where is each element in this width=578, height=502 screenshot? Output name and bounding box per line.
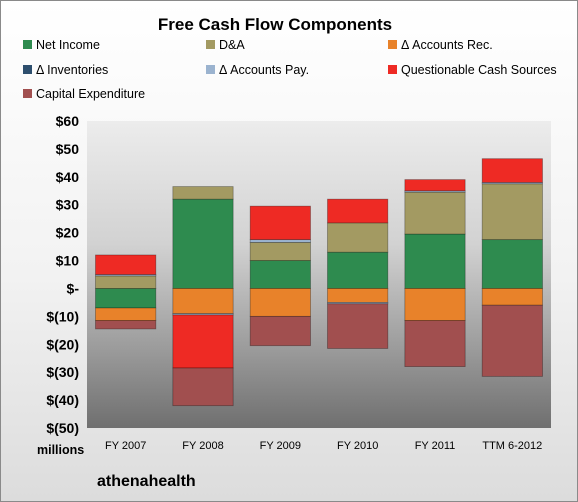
bar-segment-net-income: [172, 198, 234, 289]
legend-label: Δ Accounts Rec.: [401, 38, 493, 52]
legend-label: Capital Expenditure: [36, 87, 146, 101]
bar-segment-questionable-cash-sources: [95, 254, 157, 275]
legend-swatch: [206, 40, 215, 49]
legend-label: Δ Accounts Pay.: [219, 63, 310, 77]
legend-item-accounts-rec: Δ Accounts Rec.: [388, 38, 493, 52]
bar-segment-d-a: [172, 186, 234, 200]
chart-title: Free Cash Flow Components: [157, 15, 393, 34]
units-label: millions: [37, 443, 85, 457]
bar-segment-net-income: [481, 239, 543, 289]
bar-segment-accounts-rec: [327, 288, 389, 303]
bar-segment-capital-expenditure: [327, 303, 389, 349]
bar-segment-accounts-rec: [249, 288, 311, 317]
x-tick-label: FY 2008: [182, 440, 223, 452]
y-axis: $60 $50 $40 $30 $20 $10 $- $(10) $(20) $(30) $(40)…: [46, 113, 79, 436]
legend-item-capital-expenditure: Capital Expenditure: [23, 87, 145, 101]
x-tick-label: FY 2010: [337, 440, 378, 452]
bar-segment-capital-expenditure: [481, 304, 543, 377]
y-tick-label: $(40): [46, 392, 79, 408]
bar-segment-questionable-cash-sources: [327, 198, 389, 224]
bar-segment-d-a: [404, 191, 466, 235]
x-tick-label: FY 2011: [415, 440, 456, 452]
legend-item-d-a: D&A: [206, 38, 245, 52]
bar-segment-accounts-rec: [95, 307, 157, 321]
x-tick-label: FY 2009: [260, 440, 301, 452]
x-tick-label: TTM 6-2012: [482, 440, 542, 452]
bar-segment-capital-expenditure: [404, 320, 466, 367]
legend-label: Net Income: [36, 38, 100, 52]
legend-item-inventories: Δ Inventories: [23, 63, 108, 77]
legend-label: Δ Inventories: [36, 63, 109, 77]
bar-segment-d-a: [95, 275, 157, 289]
y-tick-label: $(20): [46, 336, 79, 352]
bar-segment-capital-expenditure: [249, 315, 311, 347]
legend-item-questionable-cash-sources: Questionable Cash Sources: [388, 63, 557, 77]
bar-segment-net-income: [327, 251, 389, 289]
bar-group-fy-2010: [327, 198, 389, 349]
y-tick-label: $60: [56, 113, 80, 129]
legend-swatch: [388, 65, 397, 74]
brand-label: athenahealth: [97, 473, 196, 490]
y-tick-label: $30: [56, 197, 80, 213]
chart-plot: $60 $50 $40 $30 $20 $10 $- $(10) $(20) $(30) $(40)…: [46, 113, 551, 452]
y-tick-label: $50: [56, 141, 80, 157]
y-tick-label: $(10): [46, 308, 79, 324]
y-tick-label: $10: [56, 253, 80, 269]
bar-segment-d-a: [327, 222, 389, 253]
bar-segment-d-a: [481, 183, 543, 241]
bar-segment-accounts-rec: [404, 288, 466, 321]
x-axis: FY 2007 FY 2008 FY 2009 FY 2010 FY 2011 TTM 6…: [105, 440, 542, 452]
legend-swatch: [23, 40, 32, 49]
bar-segment-questionable-cash-sources: [404, 179, 466, 192]
bar-group-fy-2009: [249, 205, 311, 347]
x-tick-label: FY 2007: [105, 440, 146, 452]
legend-item-accounts-pay: Δ Accounts Pay.: [206, 63, 309, 77]
y-tick-label: $40: [56, 169, 80, 185]
bar-group-fy-2007: [95, 254, 157, 330]
bar-segment-accounts-rec: [172, 288, 234, 314]
legend-label: Questionable Cash Sources: [401, 63, 557, 77]
bar-segment-accounts-rec: [481, 288, 543, 306]
y-tick-label: $20: [56, 225, 80, 241]
bar-segment-net-income: [404, 233, 466, 289]
bar-segment-net-income: [95, 288, 157, 309]
legend-item-net-income: Net Income: [23, 38, 100, 52]
legend-swatch: [388, 40, 397, 49]
legend-swatch: [206, 65, 215, 74]
bar-group-fy-2011: [404, 179, 466, 367]
y-tick-label: $-: [67, 280, 80, 296]
plot-area: [87, 121, 551, 428]
bar-group-fy-2008: [172, 186, 234, 407]
legend-swatch: [23, 89, 32, 98]
bar-segment-capital-expenditure: [172, 367, 234, 407]
y-tick-label: $(30): [46, 364, 79, 380]
bar-segment-capital-expenditure: [95, 320, 157, 330]
bar-segment-questionable-cash-sources: [481, 158, 543, 183]
legend-swatch: [23, 65, 32, 74]
legend-label: D&A: [219, 38, 245, 52]
y-tick-label: $(50): [46, 420, 79, 436]
bar-segment-d-a: [249, 242, 311, 261]
bar-segment-accounts-pay: [249, 239, 311, 243]
bar-segment-net-income: [249, 260, 311, 289]
bars: [95, 158, 543, 407]
bar-segment-questionable-cash-sources: [172, 314, 234, 369]
bar-group-ttm-6-2012: [481, 158, 543, 377]
bar-segment-questionable-cash-sources: [249, 205, 311, 241]
